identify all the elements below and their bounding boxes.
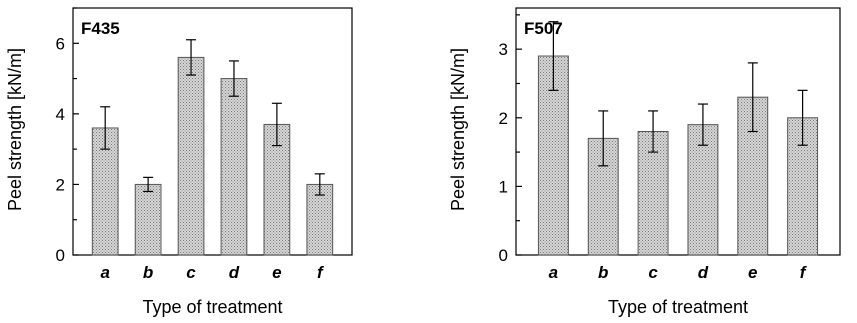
x-tick-label: b (598, 263, 608, 282)
chart-title: F435 (81, 19, 120, 38)
x-tick-label: e (748, 263, 757, 282)
bar-d (220, 78, 248, 256)
plot-frame (515, 7, 841, 256)
x-axis-title: Type of treatment (608, 297, 748, 317)
x-tick-label: b (143, 263, 153, 282)
x-tick-label: e (272, 263, 281, 282)
x-axis: a b c d e f (100, 263, 325, 282)
x-tick-label: a (100, 263, 109, 282)
y-tick-label: 2 (56, 175, 65, 194)
bars (91, 39, 334, 256)
bar-d (687, 124, 719, 256)
y-axis: 0 2 4 6 (56, 7, 79, 265)
x-tick-label: f (800, 263, 808, 282)
y-tick-label: 4 (56, 105, 65, 124)
x-tick-label: c (186, 263, 196, 282)
bars (537, 21, 819, 256)
x-tick-label: f (317, 263, 325, 282)
chart-panel-f435: F435 Peel strength [kN/m] Type of treatm… (5, 7, 353, 317)
y-tick-label: 6 (56, 34, 65, 53)
y-axis-title: Peel strength [kN/m] (448, 48, 468, 211)
y-tick-label: 0 (56, 246, 65, 265)
x-axis: a b c d e f (549, 263, 808, 282)
x-tick-label: d (229, 263, 240, 282)
bar-c (177, 56, 205, 256)
y-axis-title: Peel strength [kN/m] (5, 48, 25, 211)
y-tick-label: 2 (499, 109, 508, 128)
y-tick-label: 3 (499, 40, 508, 59)
x-tick-label: c (648, 263, 658, 282)
bar-b (134, 183, 162, 256)
x-tick-label: d (698, 263, 709, 282)
x-tick-label: a (549, 263, 558, 282)
x-axis-title: Type of treatment (142, 297, 282, 317)
chart-panel-f507: F507 Peel strength [kN/m] Type of treatm… (448, 7, 841, 317)
y-tick-label: 1 (499, 177, 508, 196)
y-tick-label: 0 (499, 246, 508, 265)
plot-frame (72, 7, 353, 256)
y-axis: 0 1 2 3 (499, 14, 522, 265)
